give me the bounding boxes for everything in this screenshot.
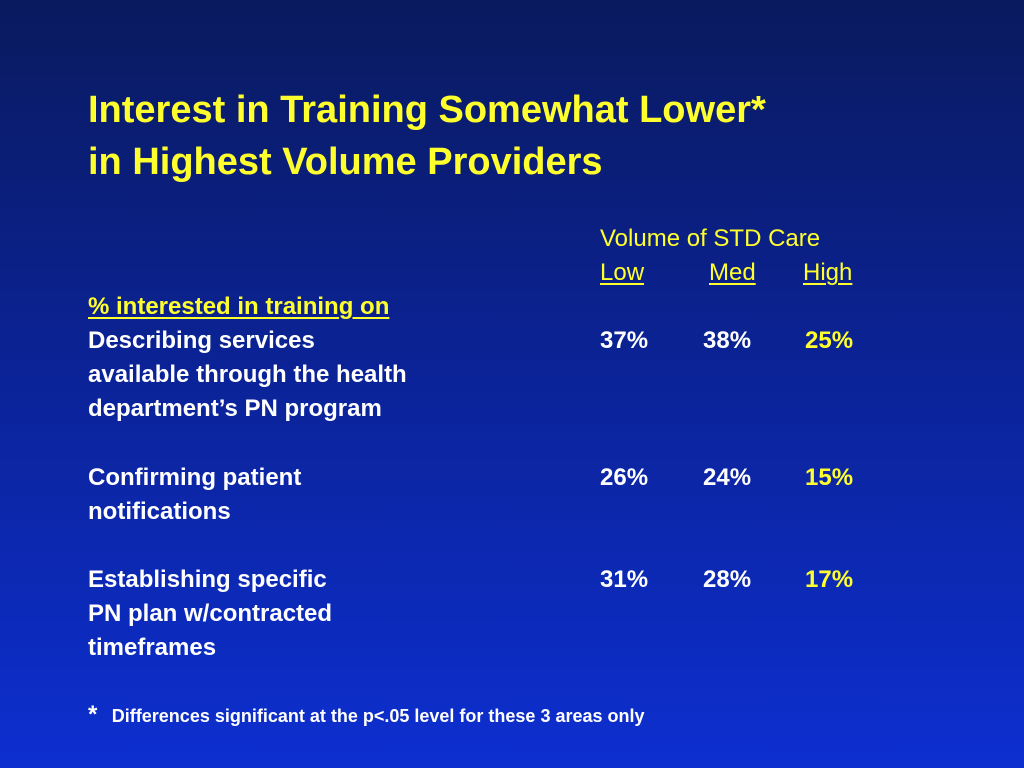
row-label: Establishing specific PN plan w/contract…	[88, 563, 548, 665]
row-label-line: Establishing specific	[88, 566, 327, 593]
row-label-line: timeframes	[88, 634, 217, 661]
value-med: 28%	[703, 566, 752, 593]
row-label-line: notifications	[88, 498, 231, 525]
footnote-marker: *	[88, 701, 98, 728]
column-label-med: Med	[709, 259, 756, 286]
row-label-line: department’s PN program	[88, 395, 382, 422]
column-label-high: High	[803, 259, 853, 286]
slide-title-line-1: Interest in Training Somewhat Lower*	[88, 89, 766, 131]
value-high: 15%	[805, 464, 854, 491]
footnote-text: Differences significant at the p<.05 lev…	[111, 706, 645, 726]
row-label: Describing services available through th…	[88, 324, 548, 426]
value-high: 17%	[805, 566, 854, 593]
column-label-low: Low	[600, 259, 645, 286]
section-label: % interested in training on	[88, 293, 390, 320]
row-label-line: Describing services	[88, 327, 315, 354]
row-label-line: PN plan w/contracted	[88, 600, 333, 627]
value-high: 25%	[805, 327, 854, 354]
slide-title: Interest in Training Somewhat Lower* in …	[88, 84, 968, 188]
volume-group-header: Volume of STD Care	[600, 225, 821, 252]
row-label: Confirming patient notifications	[88, 461, 548, 529]
value-low: 37%	[600, 327, 649, 354]
row-label-line: Confirming patient	[88, 464, 302, 491]
value-low: 26%	[600, 464, 649, 491]
footnote: * Differences significant at the p<.05 l…	[88, 700, 645, 731]
value-med: 24%	[703, 464, 752, 491]
value-med: 38%	[703, 327, 752, 354]
column-labels: Low Med High	[0, 257, 1024, 291]
row-label-line: available through the health	[88, 361, 407, 388]
slide-title-line-2: in Highest Volume Providers	[88, 141, 603, 183]
value-low: 31%	[600, 566, 649, 593]
